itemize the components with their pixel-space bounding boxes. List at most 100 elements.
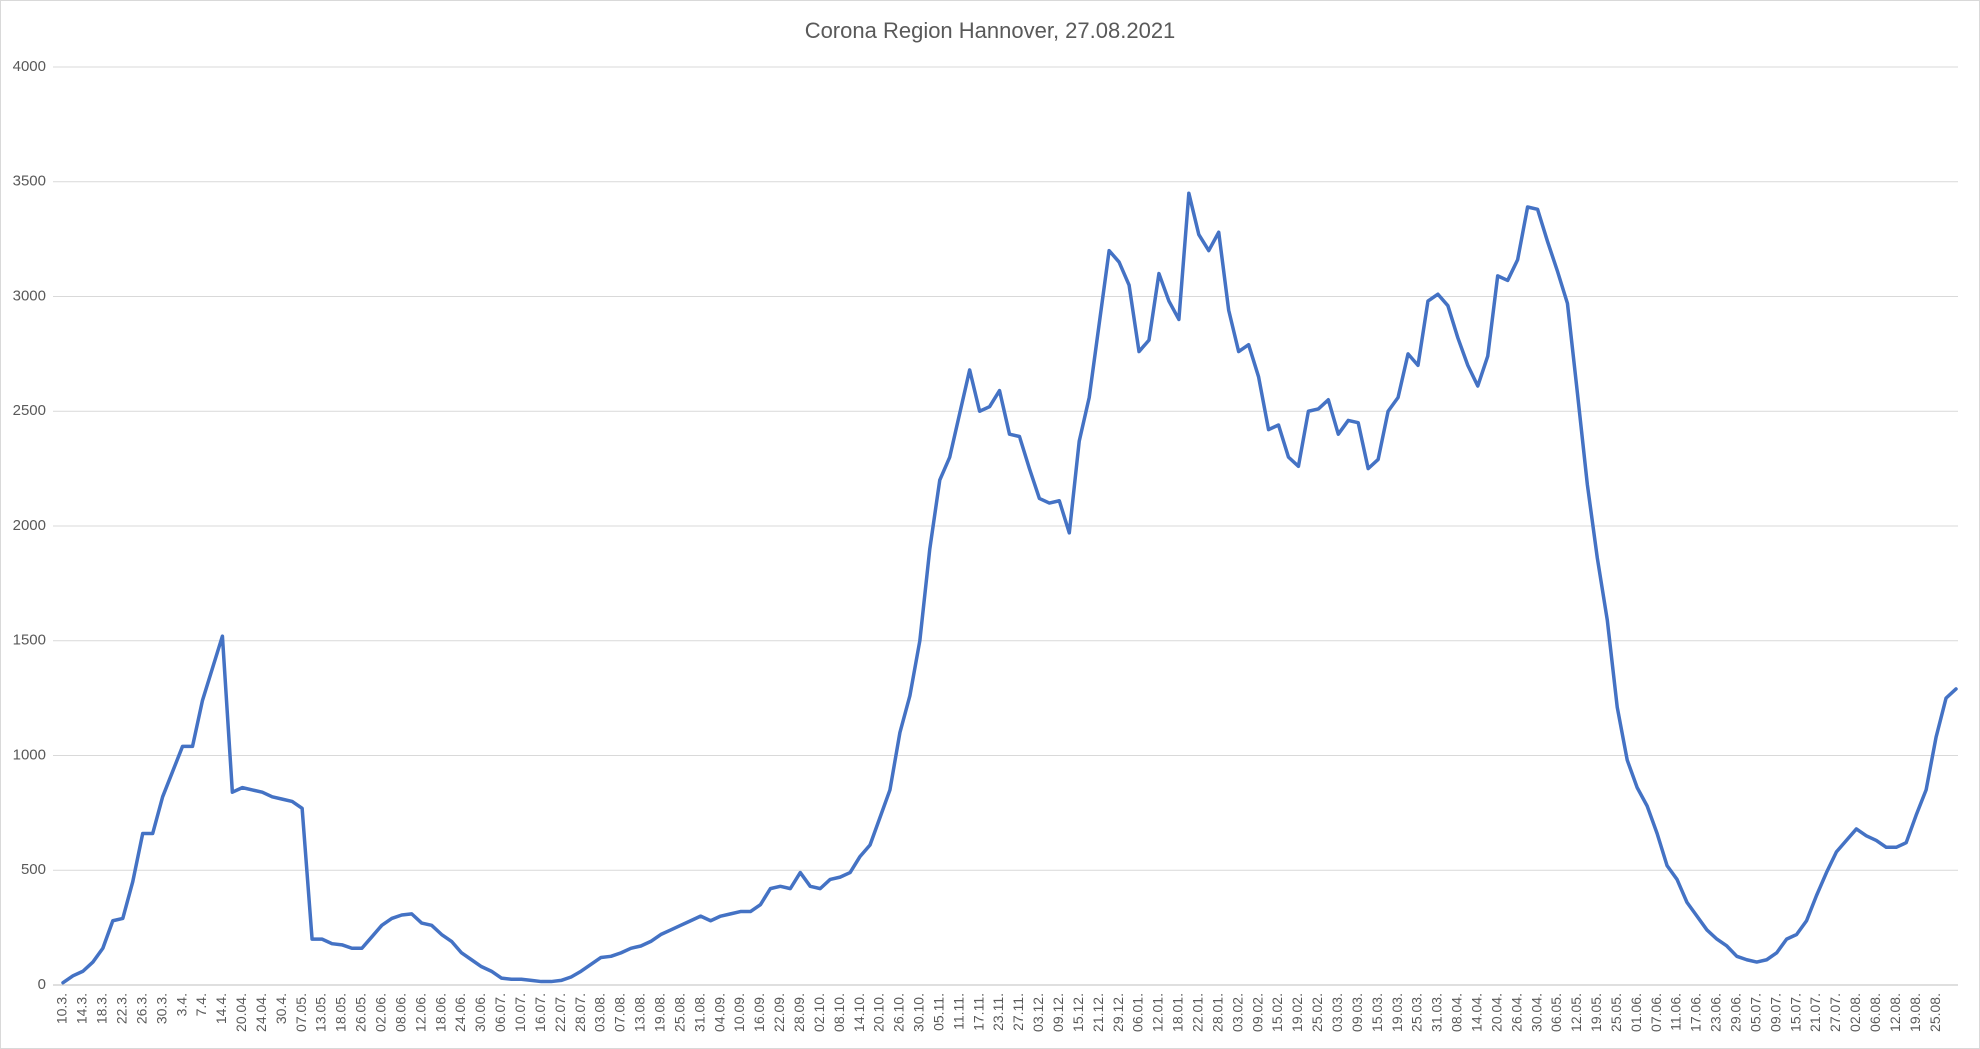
x-tick-label: 28.01. [1209,993,1225,1032]
x-tick-label: 19.05. [1588,993,1604,1032]
x-tick-label: 30.06. [472,993,488,1032]
x-tick-label: 28.07. [572,993,588,1032]
x-tick-label: 18.01. [1170,993,1186,1032]
x-tick-label: 31.03. [1429,993,1445,1032]
y-tick-label: 500 [21,861,46,878]
y-tick-label: 1000 [13,746,46,763]
x-tick-label: 26.10. [891,993,907,1032]
x-tick-label: 09.12. [1050,993,1066,1032]
chart-title: Corona Region Hannover, 27.08.2021 [805,18,1176,43]
x-tick-label: 08.10. [831,993,847,1032]
x-tick-label: 17.11. [970,993,986,1031]
x-tick-label: 18.06. [432,993,448,1032]
x-tick-label: 14.3. [74,993,90,1024]
x-tick-label: 19.08. [651,993,667,1032]
x-tick-label: 03.08. [592,993,608,1032]
x-tick-label: 05.11. [930,993,946,1031]
x-tick-label: 10.3. [54,993,70,1024]
x-tick-label: 25.08. [671,993,687,1032]
y-tick-label: 3500 [13,173,46,190]
x-tick-label: 24.06. [452,993,468,1032]
x-tick-label: 13.08. [632,993,648,1032]
x-tick-label: 12.08. [1887,993,1903,1032]
x-tick-label: 03.03. [1329,993,1345,1032]
x-tick-label: 07.08. [612,993,628,1032]
y-tick-label: 1500 [13,632,46,649]
x-tick-label: 02.06. [373,993,389,1032]
x-tick-label: 16.09. [751,993,767,1032]
y-tick-label: 2500 [13,402,46,419]
x-tick-label: 09.07. [1767,993,1783,1032]
x-tick-label: 06.05. [1548,993,1564,1032]
y-tick-label: 2000 [13,517,46,534]
x-tick-label: 13.05. [313,993,329,1032]
x-tick-label: 27.07. [1827,993,1843,1032]
x-tick-label: 11.11. [950,993,966,1030]
x-tick-label: 19.03. [1389,993,1405,1032]
x-tick-label: 21.12. [1090,993,1106,1032]
x-tick-label: 10.09. [731,993,747,1032]
x-tick-label: 22.01. [1190,993,1206,1032]
x-tick-label: 01.06. [1628,993,1644,1032]
x-tick-label: 15.02. [1269,993,1285,1032]
x-tick-label: 27.11. [1010,993,1026,1031]
x-tick-label: 12.06. [412,993,428,1032]
x-tick-label: 14.4. [213,993,229,1024]
x-tick-label: 24.04. [253,993,269,1032]
x-tick-label: 05.07. [1747,993,1763,1032]
x-tick-label: 06.08. [1867,993,1883,1032]
x-tick-label: 18.05. [333,993,349,1032]
x-tick-label: 03.12. [1030,993,1046,1032]
x-tick-label: 09.03. [1349,993,1365,1032]
x-tick-label: 25.08. [1927,993,1943,1032]
x-tick-label: 12.05. [1568,993,1584,1032]
x-tick-label: 08.06. [392,993,408,1032]
x-tick-label: 29.06. [1728,993,1744,1032]
x-tick-label: 20.04. [1488,993,1504,1032]
x-tick-label: 14.10. [851,993,867,1032]
x-tick-label: 06.07. [492,993,508,1032]
x-tick-label: 30.4. [273,993,289,1024]
x-tick-label: 20.04. [233,993,249,1032]
x-tick-label: 30.10. [911,993,927,1032]
x-tick-label: 16.07. [532,993,548,1032]
x-tick-label: 17.06. [1688,993,1704,1032]
x-tick-label: 08.04. [1449,993,1465,1032]
x-tick-label: 22.09. [771,993,787,1032]
x-tick-label: 06.01. [1130,993,1146,1032]
x-tick-label: 15.07. [1787,993,1803,1032]
x-tick-label: 11.06. [1668,993,1684,1031]
x-tick-label: 18.3. [94,993,110,1024]
x-tick-label: 15.03. [1369,993,1385,1032]
x-tick-label: 22.07. [552,993,568,1032]
x-tick-label: 15.12. [1070,993,1086,1032]
x-tick-label: 14.04. [1468,993,1484,1032]
x-tick-label: 02.10. [811,993,827,1032]
x-tick-label: 20.10. [871,993,887,1032]
x-tick-label: 25.02. [1309,993,1325,1032]
x-tick-label: 10.07. [512,993,528,1032]
x-tick-label: 07.05. [293,993,309,1032]
x-tick-label: 30.3. [153,993,169,1024]
x-tick-label: 02.08. [1847,993,1863,1032]
x-tick-label: 26.05. [353,993,369,1032]
x-tick-label: 26.3. [133,993,149,1024]
y-tick-label: 3000 [13,287,46,304]
y-tick-label: 4000 [13,58,46,75]
x-tick-label: 25.05. [1608,993,1624,1032]
x-tick-label: 19.08. [1907,993,1923,1032]
x-tick-label: 25.03. [1409,993,1425,1032]
x-tick-label: 07.06. [1648,993,1664,1032]
x-tick-label: 30.04. [1528,993,1544,1032]
x-tick-label: 28.09. [791,993,807,1032]
x-tick-label: 29.12. [1110,993,1126,1032]
x-tick-label: 3.4. [173,993,189,1016]
x-tick-label: 21.07. [1807,993,1823,1032]
x-tick-label: 09.02. [1249,993,1265,1032]
data-line [61,191,1958,985]
x-tick-label: 03.02. [1229,993,1245,1032]
x-tick-label: 22.3. [113,993,129,1024]
